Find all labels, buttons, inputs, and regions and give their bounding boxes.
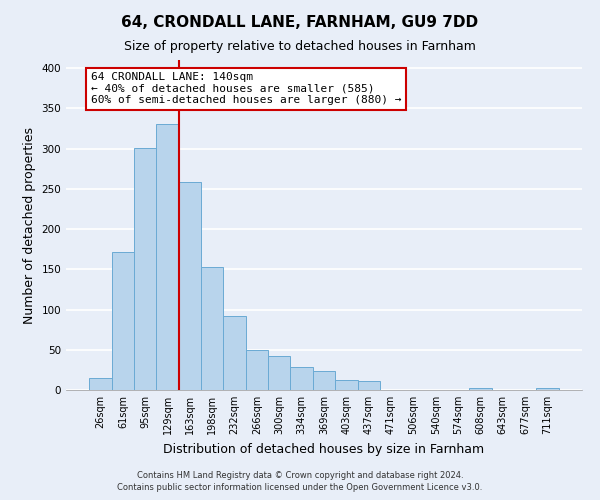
Bar [335,380,358,390]
Text: 64 CRONDALL LANE: 140sqm
← 40% of detached houses are smaller (585)
60% of semi-: 64 CRONDALL LANE: 140sqm ← 40% of detach… [91,72,401,106]
Text: Size of property relative to detached houses in Farnham: Size of property relative to detached ho… [124,40,476,53]
Text: Contains HM Land Registry data © Crown copyright and database right 2024.
Contai: Contains HM Land Registry data © Crown c… [118,471,482,492]
Bar [358,381,380,390]
Bar [268,356,290,390]
Text: 64, CRONDALL LANE, FARNHAM, GU9 7DD: 64, CRONDALL LANE, FARNHAM, GU9 7DD [121,15,479,30]
Bar [223,316,246,390]
X-axis label: Distribution of detached houses by size in Farnham: Distribution of detached houses by size … [163,442,485,456]
Bar [89,378,112,390]
Bar [469,388,491,390]
Bar [157,124,179,390]
Bar [313,372,335,390]
Bar [112,252,134,390]
Bar [246,350,268,390]
Bar [290,366,313,390]
Y-axis label: Number of detached properties: Number of detached properties [23,126,36,324]
Bar [201,267,223,390]
Bar [179,182,201,390]
Bar [134,148,157,390]
Bar [536,388,559,390]
